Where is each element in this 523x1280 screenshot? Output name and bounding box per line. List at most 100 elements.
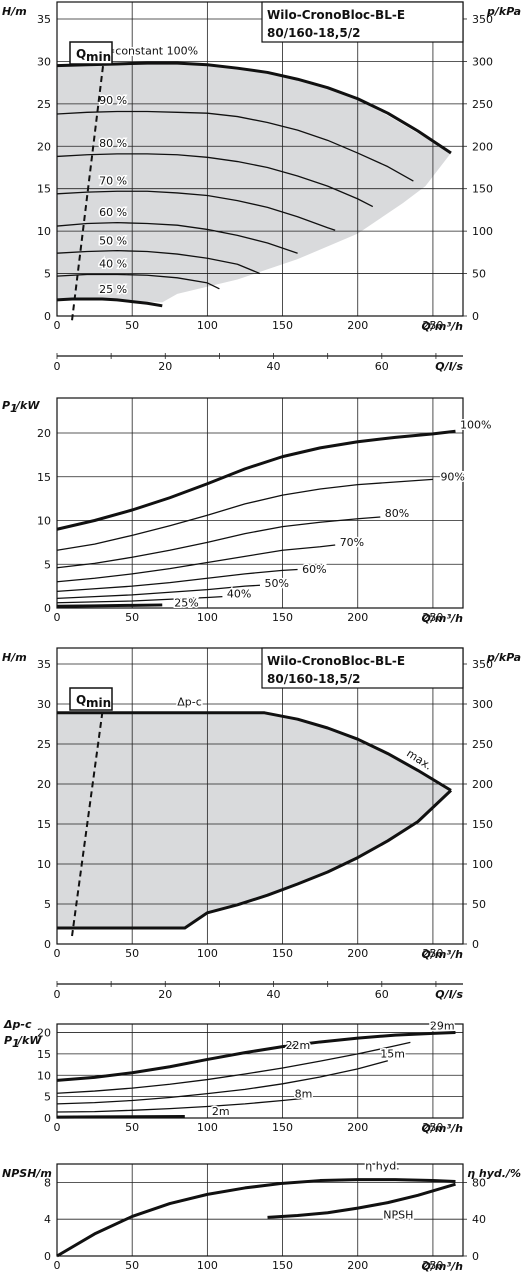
curve-label: NPSH — [383, 1208, 413, 1221]
curve-label: 29m — [430, 1020, 455, 1033]
series-line — [56, 429, 456, 531]
x-tick-label: 150 — [272, 1259, 293, 1272]
y-tick-label: 15 — [37, 183, 51, 196]
curve-label: 50% — [265, 577, 289, 590]
curve-label: 50 % — [99, 235, 127, 248]
title-box — [261, 1, 464, 43]
curve-label: η hyd. — [365, 1160, 399, 1173]
y-right-axis-label: p/kPa — [486, 5, 521, 18]
y-axis-label-sub: 1 — [10, 402, 18, 415]
y-axis-label-top: Δp-c — [3, 1018, 32, 1031]
x-tick-label: 150 — [272, 1121, 293, 1134]
y-tick-label: 5 — [44, 1091, 51, 1104]
operating-region — [57, 63, 451, 303]
x-axis-label: Q/m³/h — [422, 948, 464, 961]
x-tick-label: 150 — [272, 611, 293, 624]
curve-label: 60 % — [99, 206, 127, 219]
y-right-tick-label: 350 — [472, 13, 493, 26]
y-tick-label: 5 — [44, 558, 51, 571]
y-right-tick-label: 200 — [472, 778, 493, 791]
plot-frame — [56, 397, 464, 609]
x-tick-label: 150 — [272, 947, 293, 960]
y-axis-label-unit: /kW — [14, 399, 40, 412]
series-line — [56, 1096, 313, 1113]
x-tick-label: 250 — [422, 611, 443, 624]
y-tick-label: 35 — [37, 658, 51, 671]
x-tick-label: 200 — [347, 1121, 368, 1134]
panel-hq_dpc: 0 50 100 150 200 2500510152025303505010015020… — [2, 647, 521, 1001]
chart-title: Wilo-CronoBloc-BL-E — [267, 654, 405, 668]
curve-label: 70 % — [99, 174, 127, 187]
curve-label: 100% — [460, 419, 491, 432]
x-axis-label: Q/m³/h — [422, 1260, 464, 1273]
x-tick-label: 150 — [272, 319, 293, 332]
x-tick-label: 200 — [347, 319, 368, 332]
curve-label: 8m — [295, 1087, 313, 1100]
x-axis-label: Q/m³/h — [422, 1122, 464, 1135]
series-line — [56, 478, 433, 551]
y-tick-label: 0 — [44, 1250, 51, 1263]
y-tick-label: 10 — [37, 225, 51, 238]
curve-label: 90% — [440, 470, 464, 483]
series-line — [56, 595, 223, 604]
y-tick-label: 0 — [44, 602, 51, 615]
plot-frame — [56, 647, 464, 945]
series-line — [56, 221, 298, 254]
x-tick-label: 100 — [197, 1259, 218, 1272]
series-line — [267, 1182, 456, 1219]
y-right-tick-label: 250 — [472, 738, 493, 751]
series-line — [56, 61, 452, 155]
x-tick-label: 100 — [197, 947, 218, 960]
panel-p1_dpc: 0 50 100 150 200 250 0 5 10 15 20 Q/m³/h Δp-c P 1/kW 29… — [3, 1018, 464, 1135]
y-tick-label: 15 — [37, 1048, 51, 1061]
series-line — [56, 110, 414, 182]
curve-label: 70% — [340, 536, 364, 549]
secondary-x-tick-label: 20 — [158, 988, 172, 1001]
y-axis-label: H/m — [2, 5, 27, 18]
series-line — [56, 1031, 456, 1082]
curve-label: 40% — [227, 588, 251, 601]
secondary-x-tick-label: 40 — [267, 360, 281, 373]
secondary-x-axis-label: Q/l/s — [435, 988, 463, 1001]
x-tick-label: 50 — [125, 947, 139, 960]
series-line — [56, 1115, 185, 1119]
y-right-tick-label: 300 — [472, 698, 493, 711]
qmin-label: Q — [76, 693, 86, 707]
y-right-tick-label: 40 — [472, 1213, 486, 1226]
series-line — [56, 250, 261, 275]
chart-subtitle: 80/160-18,5/2 — [267, 26, 360, 40]
y-tick-label: 4 — [44, 1213, 51, 1226]
curve-label: 90 % — [99, 94, 127, 107]
y-tick-label: 10 — [37, 515, 51, 528]
x-tick-label: 50 — [125, 611, 139, 624]
y-tick-label: 15 — [37, 471, 51, 484]
series-line — [56, 1041, 411, 1094]
y-axis-label: H/m — [2, 651, 27, 664]
qmin-box — [69, 41, 113, 65]
y-right-tick-label: 150 — [472, 183, 493, 196]
series-line — [56, 190, 336, 231]
curve-label: 40 % — [99, 258, 127, 271]
x-tick-label: 100 — [197, 611, 218, 624]
chart-title: Wilo-CronoBloc-BL-E — [267, 8, 405, 22]
plot-frame — [56, 1163, 464, 1257]
y-tick-label: 20 — [37, 427, 51, 440]
secondary-x-tick-label: 0 — [54, 360, 61, 373]
y-tick-label: 5 — [44, 268, 51, 281]
secondary-x-tick-label: 20 — [158, 360, 172, 373]
y-right-tick-label: 300 — [472, 55, 493, 68]
x-tick-label: 200 — [347, 947, 368, 960]
y-axis-label: NPSH/m — [2, 1167, 52, 1180]
series-line — [57, 789, 452, 930]
y-tick-label: 8 — [44, 1176, 51, 1189]
x-tick-label: 50 — [125, 319, 139, 332]
x-tick-label: 0 — [54, 1121, 61, 1134]
series-line — [56, 568, 298, 593]
y-tick-label: 15 — [37, 818, 51, 831]
series-line — [56, 1178, 456, 1258]
qmin-label-sub: min — [86, 696, 111, 710]
y-right-tick-label: 0 — [472, 1250, 479, 1263]
title-box — [261, 647, 464, 689]
y-axis-label: P — [2, 399, 10, 412]
